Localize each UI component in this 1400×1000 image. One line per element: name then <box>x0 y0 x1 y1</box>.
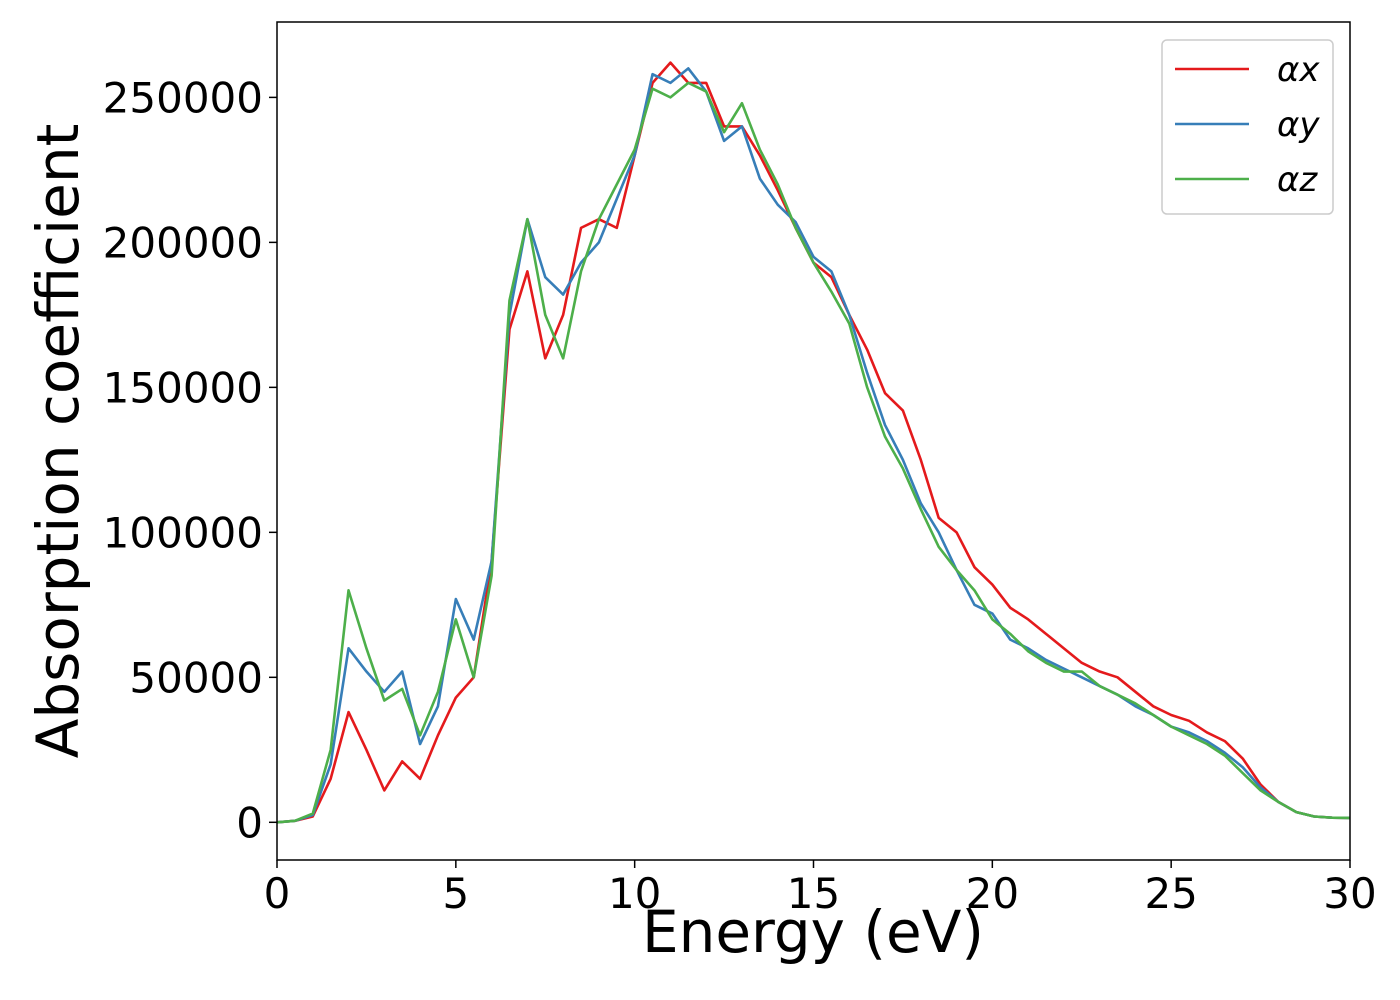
x-tick-label: 5 <box>442 869 469 918</box>
y-tick-label: 200000 <box>103 218 263 267</box>
legend-label: αz <box>1277 160 1318 200</box>
y-tick-label: 100000 <box>103 508 263 557</box>
y-tick-label: 150000 <box>103 363 263 412</box>
y-axis-label: Absorption coefficient <box>24 124 92 759</box>
x-tick-label: 10 <box>608 869 661 918</box>
x-tick-label: 30 <box>1323 869 1376 918</box>
x-tick-label: 0 <box>264 869 291 918</box>
legend-label: αx <box>1277 50 1320 90</box>
x-tick-label: 15 <box>787 869 840 918</box>
y-tick-label: 0 <box>236 798 263 847</box>
legend: αx αy αz <box>1161 39 1334 215</box>
legend-box <box>1161 39 1334 215</box>
plot-frame <box>276 21 1351 861</box>
y-tick-label: 250000 <box>103 73 263 122</box>
legend-label: αy <box>1277 105 1320 145</box>
series-line <box>276 81 1351 824</box>
y-tick-label: 50000 <box>129 653 263 702</box>
x-tick-label: 25 <box>1144 869 1197 918</box>
x-axis-label: Energy (eV) <box>642 898 984 966</box>
x-tick-label: 20 <box>966 869 1019 918</box>
